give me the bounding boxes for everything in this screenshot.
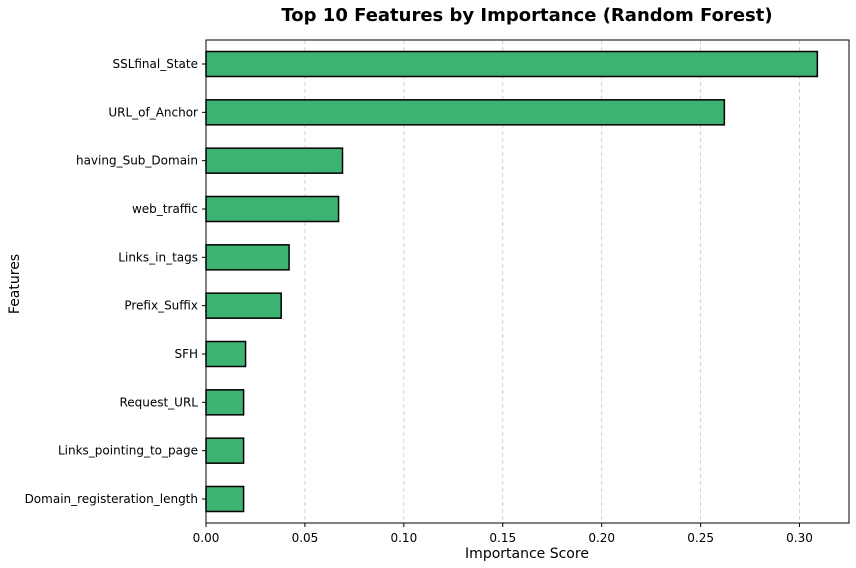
x-tick-label: 0.05 xyxy=(292,531,319,545)
x-tick-label: 0.15 xyxy=(489,531,516,545)
bar-url-of-anchor xyxy=(205,99,726,126)
x-tick-label: 0.10 xyxy=(390,531,417,545)
bar-sfh xyxy=(205,340,247,368)
x-tick-label: 0.00 xyxy=(193,531,220,545)
bars xyxy=(205,50,819,513)
bar-web-traffic xyxy=(205,195,340,223)
x-axis-ticks: 0.00 0.05 0.10 0.15 0.20 0.25 0.30 xyxy=(193,523,813,545)
x-tick-label: 0.30 xyxy=(786,531,813,545)
x-axis-label: Importance Score xyxy=(465,546,589,562)
bar-links-in-tags xyxy=(205,244,290,271)
y-tick-label: SSLfinal_State xyxy=(112,57,198,71)
y-tick-label: Request_URL xyxy=(119,395,198,409)
chart-title: Top 10 Features by Importance (Random Fo… xyxy=(281,5,772,26)
y-tick-label: having_Sub_Domain xyxy=(76,154,198,168)
y-tick-label: Prefix_Suffix xyxy=(124,299,198,313)
bar-having-sub-domain xyxy=(205,147,344,174)
x-tick-label: 0.25 xyxy=(687,531,714,545)
y-axis-label: Features xyxy=(7,254,23,314)
y-tick-label: Domain_registeration_length xyxy=(25,492,198,506)
y-tick-label: web_traffic xyxy=(132,202,198,216)
bar-prefix-suffix xyxy=(205,292,282,319)
bar-domain-registeration-length xyxy=(205,485,245,513)
x-tick-label: 0.20 xyxy=(588,531,615,545)
bar-sslfinal-state xyxy=(205,50,819,78)
y-tick-label: SFH xyxy=(174,347,198,361)
bar-request-url xyxy=(205,389,245,416)
bar-links-pointing-to-page xyxy=(205,437,245,464)
y-tick-label: URL_of_Anchor xyxy=(108,105,198,119)
plot-frame xyxy=(205,39,850,524)
y-tick-label: Links_in_tags xyxy=(118,250,198,264)
y-tick-label: Links_pointing_to_page xyxy=(58,444,198,458)
y-axis-ticks: SSLfinal_State URL_of_Anchor having_Sub_Do… xyxy=(25,57,206,506)
